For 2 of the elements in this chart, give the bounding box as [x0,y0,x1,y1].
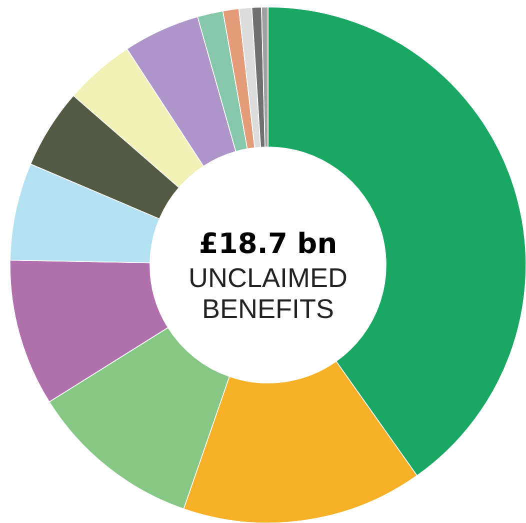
text: £18.7 bn [198,227,338,260]
text: UNCLAIMED BENEFITS [188,263,348,324]
